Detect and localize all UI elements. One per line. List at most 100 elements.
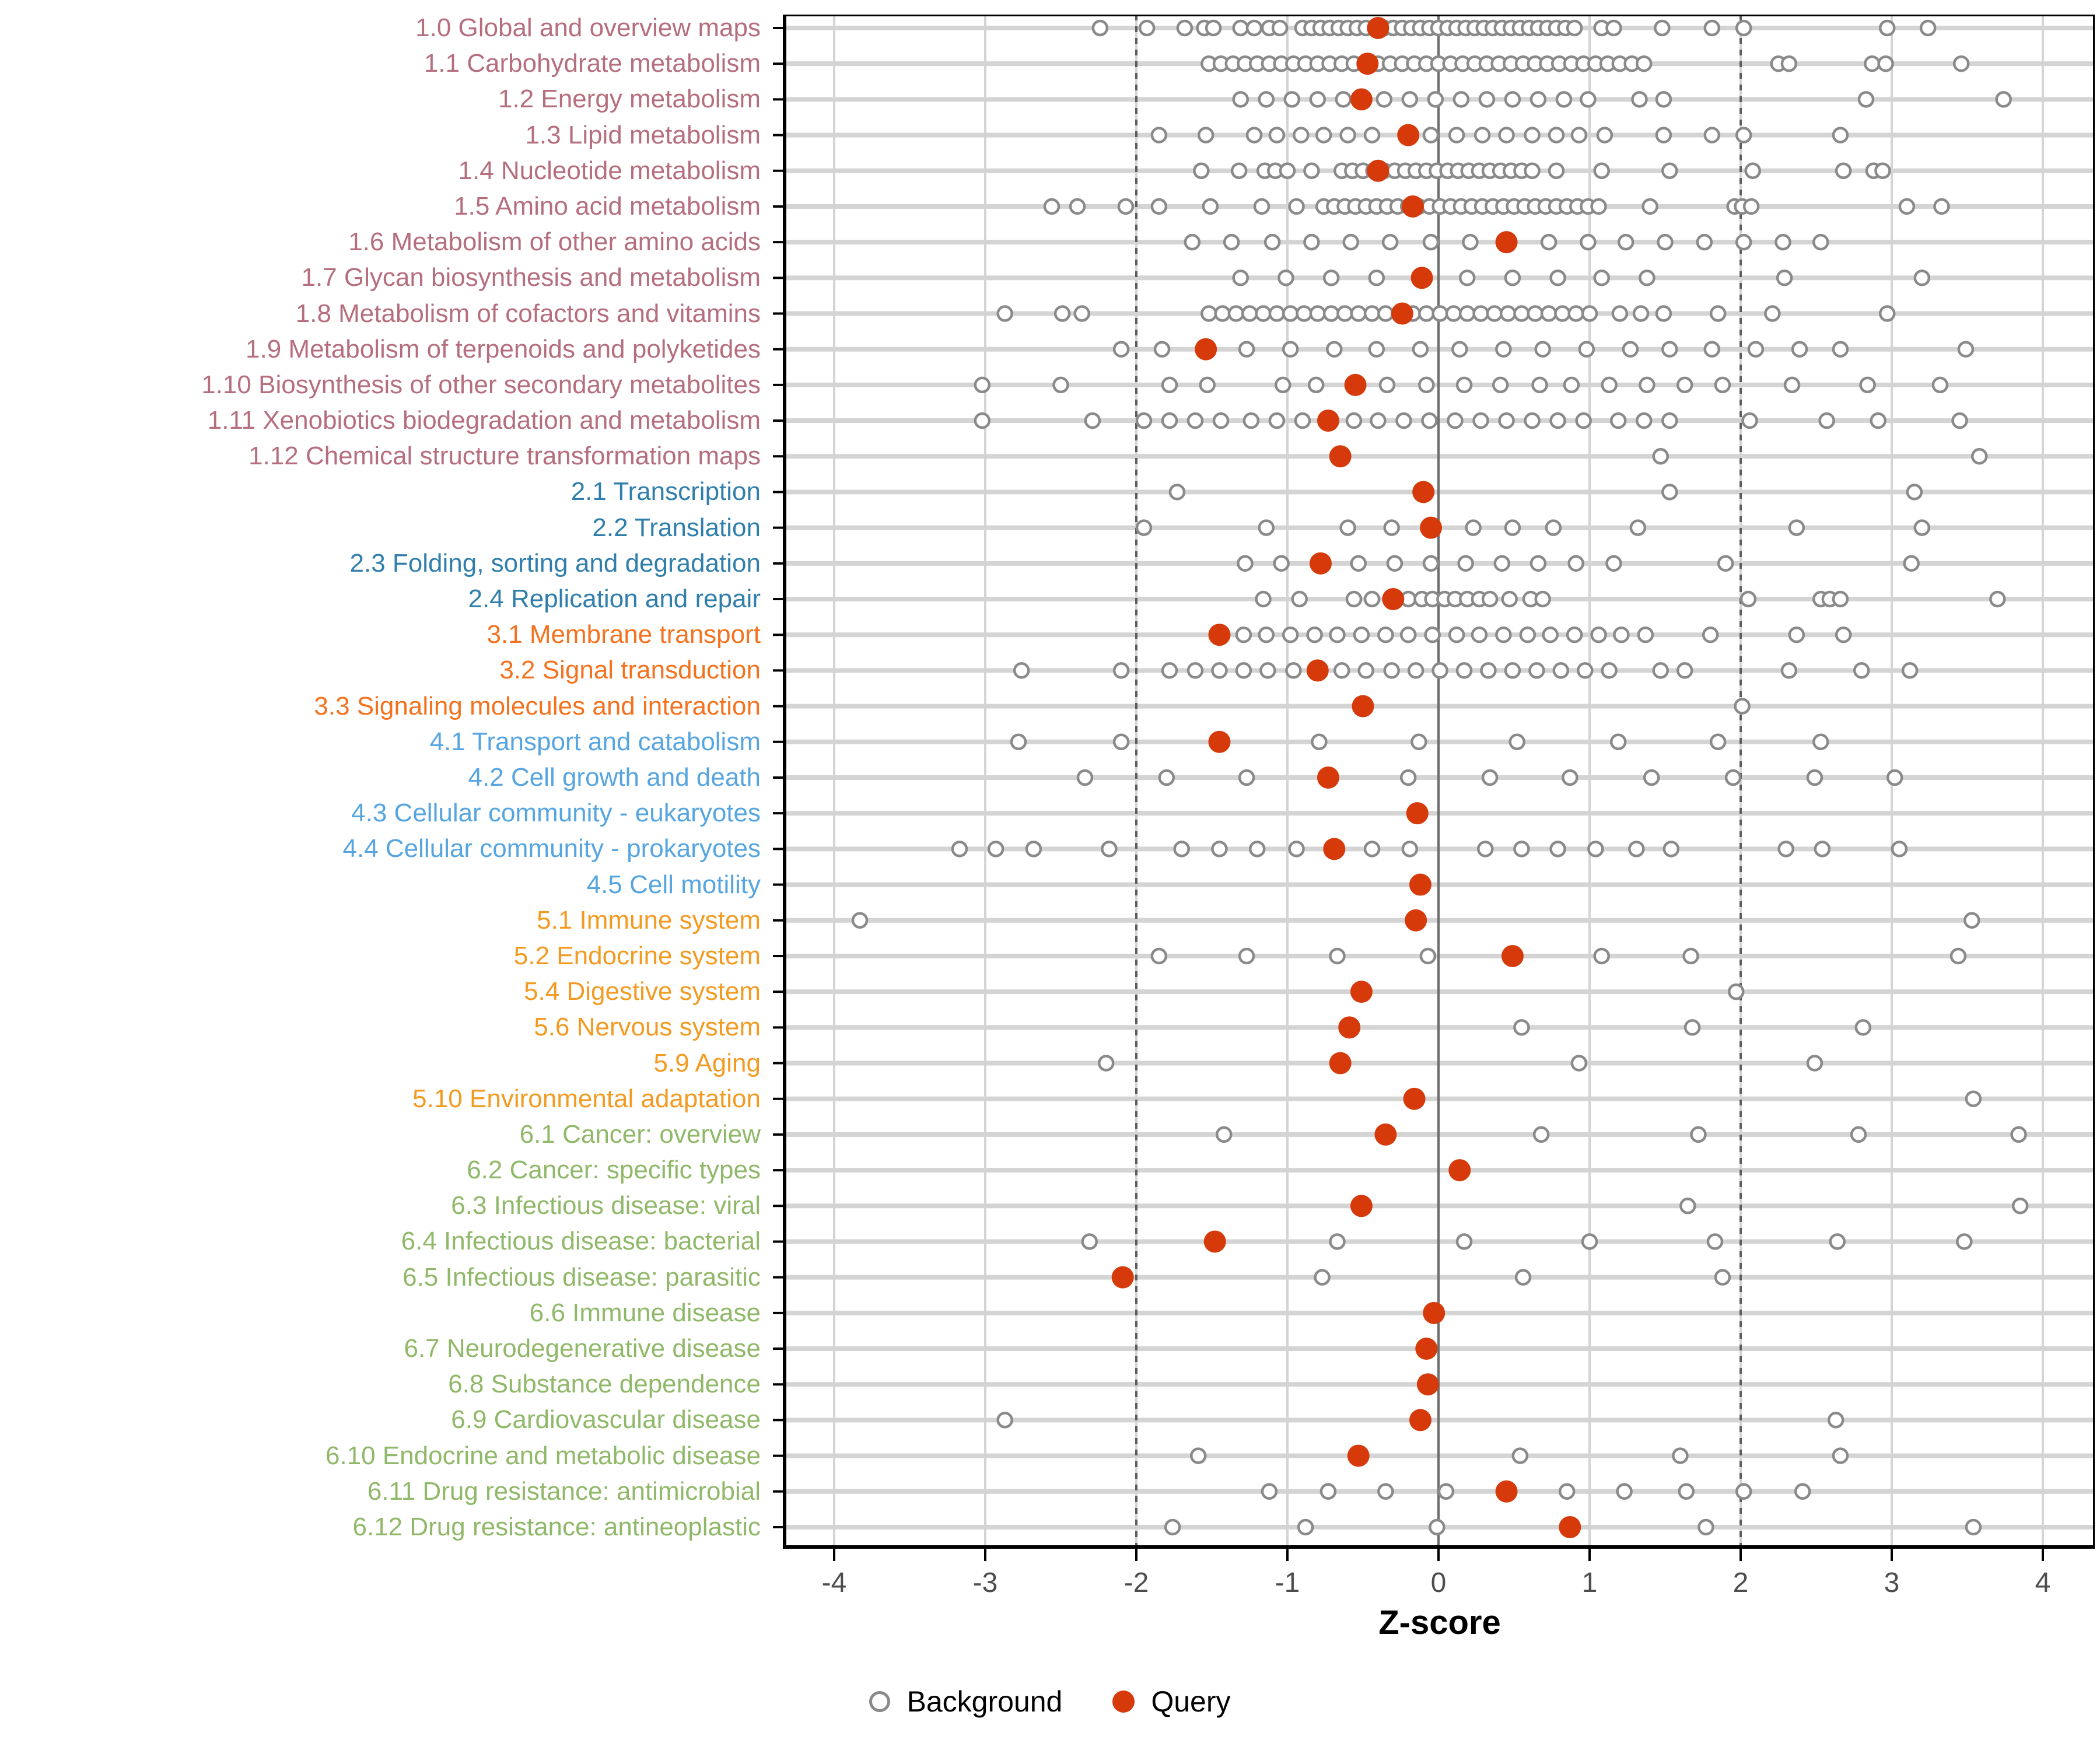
background-point — [1329, 1233, 1346, 1250]
background-point — [1931, 376, 1949, 394]
background-point — [1913, 519, 1931, 536]
query-point — [1410, 267, 1433, 289]
background-point — [1590, 198, 1607, 215]
background-point — [1419, 947, 1437, 965]
legend: Background Query — [0, 1685, 2100, 1718]
background-point — [1995, 91, 2012, 108]
background-point — [1580, 233, 1597, 251]
x-tick-label: 1 — [1581, 1567, 1598, 1598]
row-label: 2.4 Replication and repair — [468, 584, 761, 614]
background-point — [1661, 162, 1678, 180]
background-point — [1661, 341, 1678, 358]
background-point — [1593, 947, 1610, 965]
background-point — [1376, 91, 1393, 108]
background-point — [1874, 162, 1891, 180]
background-point — [1282, 626, 1299, 643]
background-point — [1744, 162, 1761, 180]
background-point — [1741, 412, 1758, 429]
background-point — [1690, 1126, 1707, 1143]
background-point — [1854, 1019, 1872, 1036]
background-point — [1472, 412, 1489, 429]
background-point — [1237, 555, 1254, 572]
background-point — [1235, 626, 1252, 643]
background-point — [1230, 162, 1248, 180]
background-point — [1478, 91, 1496, 108]
background-point — [1764, 305, 1781, 322]
background-point — [1448, 127, 1465, 144]
background-point — [1498, 127, 1515, 144]
background-point — [1495, 626, 1512, 643]
background-point — [2010, 1126, 2027, 1143]
row-label: 6.7 Neurodegenerative disease — [404, 1334, 761, 1363]
background-point — [1335, 91, 1352, 108]
background-point — [1189, 1447, 1207, 1464]
background-point — [1422, 555, 1440, 572]
query-point — [1195, 338, 1217, 360]
background-point — [1548, 162, 1565, 180]
background-point — [1877, 55, 1894, 72]
plot-panel — [773, 15, 2095, 1561]
query-point — [1403, 1087, 1426, 1110]
background-point — [1238, 341, 1255, 358]
background-point — [1548, 127, 1565, 144]
query-point — [1367, 159, 1390, 182]
background-point — [1504, 270, 1521, 286]
background-point — [1554, 305, 1571, 322]
legend-query-label: Query — [1151, 1685, 1231, 1718]
background-point — [1043, 198, 1060, 215]
background-point — [1652, 662, 1669, 679]
background-point — [1528, 662, 1545, 679]
background-point — [1566, 19, 1583, 37]
background-point — [1432, 305, 1448, 322]
background-point — [1407, 662, 1424, 679]
background-point — [1655, 127, 1672, 144]
background-point — [1532, 1126, 1550, 1143]
background-point — [1345, 412, 1363, 429]
background-point — [974, 376, 991, 394]
query-point — [1208, 624, 1231, 646]
background-point — [1186, 662, 1204, 679]
row-label: 6.10 Endocrine and metabolic disease — [325, 1441, 761, 1470]
background-point — [1827, 1412, 1845, 1429]
background-point — [1357, 662, 1374, 679]
row-label: 1.0 Global and overview maps — [415, 13, 761, 42]
query-point — [1350, 1195, 1373, 1217]
query-point — [1329, 445, 1352, 468]
background-point — [1504, 519, 1521, 536]
background-point — [1639, 376, 1656, 394]
row-label: 2.2 Translation — [592, 513, 761, 542]
background-point — [1676, 662, 1693, 679]
background-point — [1609, 733, 1627, 751]
background-point — [1150, 127, 1168, 144]
background-point — [1069, 198, 1086, 215]
background-point — [1401, 841, 1419, 858]
background-point — [1513, 841, 1530, 858]
background-point — [1285, 662, 1302, 679]
query-point — [1356, 52, 1379, 75]
background-point — [1474, 127, 1491, 144]
background-point — [1309, 305, 1326, 322]
row-label: 5.1 Immune system — [537, 905, 761, 935]
row-label: 6.6 Immune disease — [529, 1298, 761, 1327]
background-point — [1150, 198, 1168, 215]
row-label: 5.6 Nervous system — [534, 1013, 761, 1042]
background-point — [1073, 305, 1091, 322]
background-point — [1054, 305, 1071, 322]
background-point — [1294, 412, 1311, 429]
row-label: 6.4 Infectious disease: bacterial — [401, 1227, 761, 1256]
background-point — [1734, 698, 1751, 715]
query-point — [1344, 373, 1367, 396]
legend-background-symbol-icon — [869, 1691, 891, 1712]
background-point — [1956, 1233, 1973, 1250]
background-point — [1471, 626, 1488, 643]
background-point — [1777, 841, 1794, 858]
background-point — [1395, 412, 1412, 429]
background-point — [1138, 19, 1156, 37]
row-label: 1.9 Metabolism of terpenoids and polyket… — [246, 334, 761, 363]
row-label: 6.8 Substance dependence — [448, 1370, 761, 1399]
row-label: 1.1 Carbohydrate metabolism — [424, 49, 761, 78]
background-point — [1427, 91, 1444, 108]
background-point — [1458, 305, 1476, 322]
background-point — [1628, 841, 1645, 858]
